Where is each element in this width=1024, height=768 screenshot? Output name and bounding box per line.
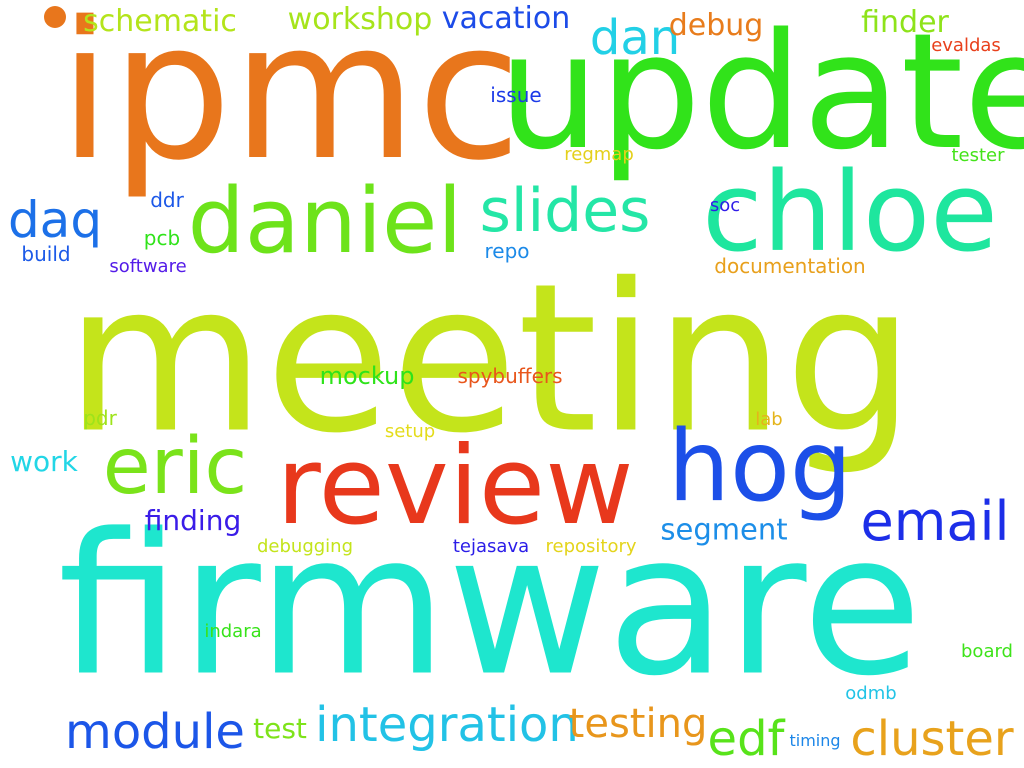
cloud-word-module: module [65, 704, 245, 760]
cloud-word-vacation: vacation [441, 1, 571, 36]
cloud-word-review: review [276, 424, 634, 549]
cloud-word-testing: testing [568, 701, 708, 747]
cloud-word-debugging: debugging [256, 536, 354, 557]
cloud-word-schematic: schematic [83, 4, 237, 39]
cloud-word-integration: integration [315, 697, 579, 753]
cloud-word-tejasava: tejasava [452, 536, 530, 557]
cloud-word-evaldas: evaldas [931, 35, 1001, 56]
cloud-word-board: board [961, 641, 1013, 662]
cloud-word-cluster: cluster [850, 711, 1014, 767]
cloud-word-software: software [109, 256, 187, 277]
cloud-word-chloe: chloe [702, 148, 998, 276]
cloud-word-pcb: pcb [143, 226, 181, 250]
cloud-word-edf: edf [707, 711, 785, 767]
cloud-word-work: work [10, 445, 78, 478]
cloud-word-tester: tester [951, 145, 1005, 166]
cloud-word-documentation: documentation [714, 254, 866, 278]
cloud-word-eric: eric [102, 422, 248, 512]
cloud-word-finder: finder [861, 5, 949, 40]
cloud-word-email: email [860, 490, 1010, 553]
cloud-word-finding: finding [144, 504, 242, 537]
cloud-word-lab: lab [755, 409, 783, 430]
cloud-word-setup: setup [384, 421, 436, 442]
cloud-word-repo: repo [484, 239, 530, 263]
orange-dot-mark [44, 6, 66, 28]
cloud-word-ddr: ddr [150, 188, 184, 212]
cloud-word-issue: issue [490, 83, 542, 107]
cloud-word-update: update [498, 0, 1024, 185]
cloud-word-meeting: meeting [65, 240, 915, 479]
cloud-word-indara: indara [204, 621, 262, 642]
cloud-word-workshop: workshop [287, 2, 433, 37]
cloud-word-pdr: pdr [83, 406, 117, 430]
cloud-word-soc: soc [709, 195, 741, 216]
cloud-word-daniel: daniel [187, 169, 463, 274]
cloud-word-regmap: regmap [564, 144, 634, 165]
cloud-word-odmb: odmb [845, 683, 897, 704]
cloud-word-timing: timing [789, 731, 841, 750]
cloud-word-slides: slides [479, 176, 651, 246]
cloud-word-test: test [253, 712, 307, 745]
cloud-word-daq: daq [7, 191, 103, 249]
cloud-word-segment: segment [660, 512, 788, 547]
cloud-word-build: build [21, 242, 71, 266]
cloud-word-hog: hog [667, 410, 853, 524]
cloud-word-spybuffers: spybuffers [457, 364, 563, 388]
cloud-word-debug: debug [668, 8, 764, 43]
cloud-word-repository: repository [545, 536, 637, 557]
cloud-word-mockup: mockup [319, 362, 415, 390]
cloud-word-firmware: firmware [57, 491, 923, 719]
cloud-word-ipmc: ipmc [58, 0, 522, 202]
cloud-word-dan: dan [589, 10, 681, 66]
